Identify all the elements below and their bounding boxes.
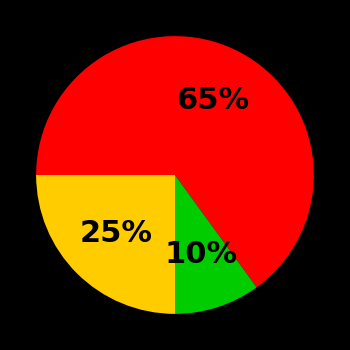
Wedge shape: [36, 175, 175, 314]
Text: 10%: 10%: [164, 240, 237, 269]
Wedge shape: [175, 175, 257, 314]
Text: 65%: 65%: [176, 86, 250, 115]
Text: 25%: 25%: [79, 219, 153, 248]
Wedge shape: [36, 36, 314, 287]
